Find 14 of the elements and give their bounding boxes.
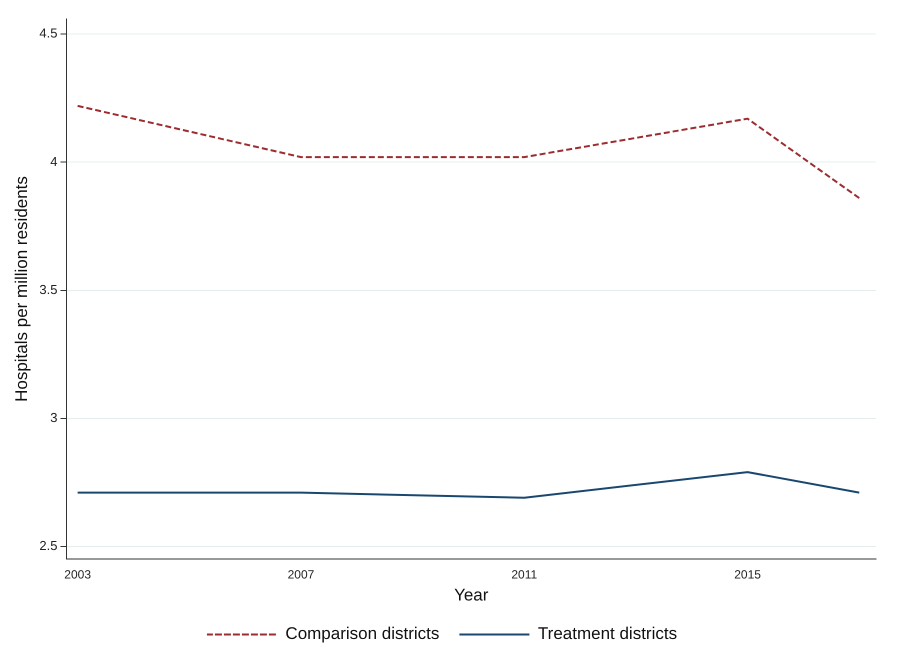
x-tick-label: 2007 — [288, 568, 315, 582]
legend-label: Treatment districts — [538, 624, 678, 644]
x-axis-title: Year — [454, 585, 489, 604]
x-tick-label: 2011 — [511, 568, 538, 582]
line-series — [76, 104, 860, 200]
y-tick-label: 4.5 — [39, 26, 58, 41]
legend-label: Comparison districts — [285, 624, 440, 644]
x-tick-label: 2015 — [734, 568, 762, 582]
y-tick-label: 2.5 — [39, 538, 58, 553]
x-tick-label: 2003 — [64, 568, 92, 582]
y-tick-label: 4 — [50, 154, 58, 169]
y-tick-label: 3 — [50, 410, 58, 425]
y-tick-label: 3.5 — [39, 282, 58, 297]
y-axis-title: Hospitals per million residents — [12, 176, 31, 402]
